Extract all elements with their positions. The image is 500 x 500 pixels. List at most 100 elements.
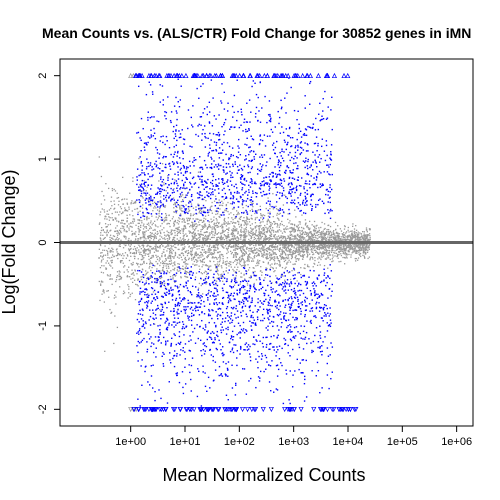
gray-point	[150, 235, 152, 237]
gray-point	[223, 198, 225, 201]
gray-point	[154, 229, 156, 231]
blue-point	[214, 361, 217, 363]
gray-point	[170, 229, 173, 231]
gray-point	[297, 228, 300, 230]
gray-point	[355, 224, 357, 227]
gray-point	[183, 239, 185, 241]
gray-point	[169, 249, 171, 251]
gray-point	[315, 247, 318, 249]
gray-point	[280, 240, 282, 242]
gray-point	[221, 277, 223, 279]
gray-point	[194, 228, 196, 231]
gray-point	[343, 245, 345, 248]
gray-point	[323, 232, 325, 234]
gray-point	[281, 253, 283, 255]
gray-point	[161, 276, 163, 279]
blue-point	[230, 306, 233, 309]
gray-point	[132, 218, 134, 220]
blue-point	[183, 138, 186, 141]
gray-point	[188, 232, 191, 234]
gray-point	[347, 235, 350, 238]
gray-point	[298, 243, 300, 246]
gray-point	[168, 223, 171, 225]
blue-point	[330, 295, 332, 297]
gray-point	[265, 256, 267, 259]
gray-point	[263, 231, 266, 233]
gray-point	[325, 253, 327, 255]
gray-point	[114, 230, 116, 233]
gray-point	[266, 231, 268, 234]
blue-point	[280, 182, 283, 185]
gray-point	[358, 239, 361, 241]
gray-point	[167, 247, 169, 250]
gray-point	[328, 247, 330, 249]
gray-point	[302, 251, 305, 254]
gray-point	[289, 239, 291, 241]
gray-point	[98, 156, 100, 158]
gray-point	[363, 248, 365, 250]
gray-point	[237, 237, 239, 239]
blue-point	[232, 307, 234, 310]
gray-point	[294, 252, 296, 255]
gray-point	[315, 249, 317, 252]
gray-point	[304, 248, 306, 250]
gray-point	[307, 245, 309, 247]
gray-point	[121, 198, 124, 200]
blue-point	[183, 166, 185, 168]
gray-point	[245, 229, 248, 231]
gray-point	[309, 220, 311, 223]
gray-point	[123, 228, 126, 231]
gray-point	[320, 237, 322, 239]
gray-point	[273, 263, 276, 265]
gray-point	[316, 234, 318, 237]
gray-point	[243, 216, 245, 219]
gray-point	[167, 256, 169, 258]
gray-point	[242, 249, 244, 251]
blue-point	[280, 362, 282, 364]
gray-point	[137, 227, 139, 230]
blue-point	[294, 282, 296, 285]
gray-point	[137, 225, 140, 228]
gray-point	[122, 203, 124, 205]
gray-point	[134, 257, 136, 260]
gray-point	[190, 254, 193, 256]
gray-point	[192, 237, 194, 239]
gray-point	[191, 221, 193, 223]
gray-point	[197, 245, 199, 247]
gray-point	[320, 226, 322, 229]
gray-point	[232, 239, 234, 241]
gray-point	[320, 235, 322, 237]
gray-point	[257, 253, 260, 255]
gray-point	[332, 249, 334, 252]
gray-point	[336, 255, 339, 257]
gray-point	[297, 251, 299, 253]
gray-point	[241, 257, 244, 259]
gray-point	[248, 231, 251, 234]
gray-point	[220, 238, 223, 241]
gray-point	[182, 235, 185, 237]
gray-point	[283, 228, 286, 230]
gray-point	[201, 253, 203, 256]
gray-point	[192, 263, 194, 265]
blue-point	[144, 192, 147, 194]
gray-point	[194, 246, 196, 249]
blue-point	[247, 300, 249, 302]
gray-point	[336, 236, 338, 238]
gray-point	[238, 218, 241, 220]
gray-point	[155, 237, 157, 240]
blue-point	[314, 154, 316, 156]
gray-point	[204, 215, 207, 217]
gray-point	[329, 245, 331, 248]
gray-point	[103, 249, 106, 252]
gray-point	[326, 257, 328, 259]
gray-point	[335, 228, 337, 230]
gray-point	[269, 264, 271, 266]
gray-point	[201, 221, 204, 223]
gray-point	[269, 227, 272, 230]
gray-point	[162, 270, 165, 272]
gray-point	[304, 231, 306, 233]
gray-point	[215, 280, 218, 282]
gray-point	[168, 278, 170, 281]
gray-point	[138, 244, 140, 246]
gray-point	[270, 221, 272, 224]
